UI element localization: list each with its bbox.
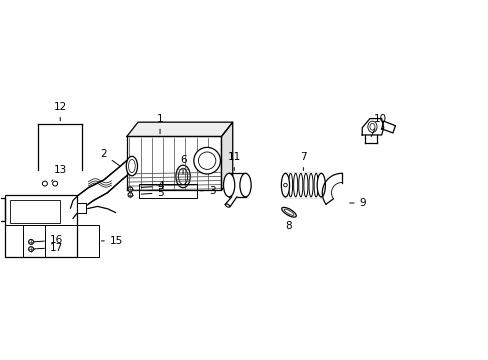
Polygon shape	[224, 197, 236, 207]
Text: 8: 8	[285, 215, 292, 231]
Circle shape	[42, 181, 47, 186]
Ellipse shape	[317, 174, 325, 197]
Bar	[5, 195, 77, 257]
Polygon shape	[229, 174, 245, 197]
Polygon shape	[322, 174, 341, 204]
Polygon shape	[221, 122, 232, 190]
Text: 10: 10	[370, 114, 386, 136]
Text: 16: 16	[34, 235, 63, 246]
Polygon shape	[77, 203, 86, 212]
Text: 4: 4	[141, 181, 164, 191]
Polygon shape	[362, 118, 383, 135]
Text: 6: 6	[180, 154, 186, 174]
Text: 13: 13	[52, 165, 67, 181]
Circle shape	[29, 239, 34, 244]
Circle shape	[128, 187, 132, 192]
Text: 12: 12	[54, 102, 67, 121]
Text: 11: 11	[227, 152, 241, 171]
Text: 17: 17	[34, 243, 63, 253]
Bar	[23, 225, 99, 257]
Bar	[10, 200, 60, 223]
Text: 2: 2	[100, 149, 119, 166]
Circle shape	[193, 147, 220, 174]
Ellipse shape	[225, 204, 229, 207]
Polygon shape	[126, 136, 221, 190]
Circle shape	[128, 193, 132, 197]
Polygon shape	[285, 174, 321, 197]
Polygon shape	[381, 121, 395, 133]
Ellipse shape	[223, 174, 234, 197]
Text: 9: 9	[349, 198, 366, 208]
Text: 7: 7	[300, 152, 306, 171]
Text: 1: 1	[157, 114, 163, 134]
Ellipse shape	[281, 174, 289, 197]
Circle shape	[283, 183, 286, 187]
Ellipse shape	[281, 207, 296, 217]
Polygon shape	[70, 157, 131, 219]
Ellipse shape	[240, 174, 251, 197]
Circle shape	[53, 181, 58, 186]
Ellipse shape	[176, 165, 190, 188]
Circle shape	[29, 247, 34, 252]
Ellipse shape	[126, 156, 137, 176]
Text: 5: 5	[141, 188, 164, 198]
Text: 15: 15	[101, 236, 123, 246]
Text: 14: 14	[0, 359, 1, 360]
Bar	[138, 184, 197, 198]
Text: 3: 3	[200, 186, 215, 196]
Polygon shape	[126, 122, 232, 136]
